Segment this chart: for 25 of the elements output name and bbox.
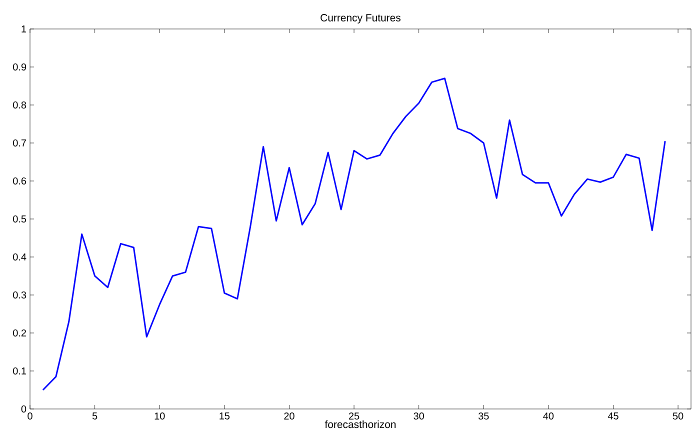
y-tick-label: 0.6 bbox=[13, 177, 26, 185]
x-tick-label: 10 bbox=[154, 412, 165, 420]
y-tick-label: 0.1 bbox=[13, 367, 26, 375]
x-tick-label: 35 bbox=[478, 412, 489, 420]
y-tick-label: 1 bbox=[22, 26, 26, 32]
x-tick-label: 45 bbox=[608, 412, 618, 420]
y-tick-label: 0.4 bbox=[13, 253, 26, 261]
x-tick-label: 40 bbox=[543, 412, 554, 420]
y-tick-label: 0 bbox=[21, 405, 26, 413]
y-tick-label: 0.8 bbox=[13, 101, 26, 109]
x-tick-label: 50 bbox=[672, 412, 684, 420]
chart-title: Currency Futures bbox=[320, 14, 401, 24]
y-tick-label: 0.5 bbox=[13, 215, 26, 223]
x-tick-label: 30 bbox=[414, 412, 424, 420]
x-tick-label: 15 bbox=[220, 412, 230, 420]
line-series bbox=[42, 78, 666, 391]
y-tick-label: 0.3 bbox=[13, 291, 26, 299]
x-tick-label: 25 bbox=[348, 412, 360, 420]
x-tick-label: 0 bbox=[28, 412, 32, 420]
y-tick-label: 0.2 bbox=[13, 329, 26, 337]
x-tick-label: 5 bbox=[92, 412, 98, 420]
x-axis-title: forecasthorizon bbox=[324, 420, 396, 428]
y-tick-label: 0.7 bbox=[13, 139, 26, 147]
x-tick-label: 20 bbox=[284, 412, 294, 420]
y-tick-label: 0.9 bbox=[13, 63, 26, 71]
